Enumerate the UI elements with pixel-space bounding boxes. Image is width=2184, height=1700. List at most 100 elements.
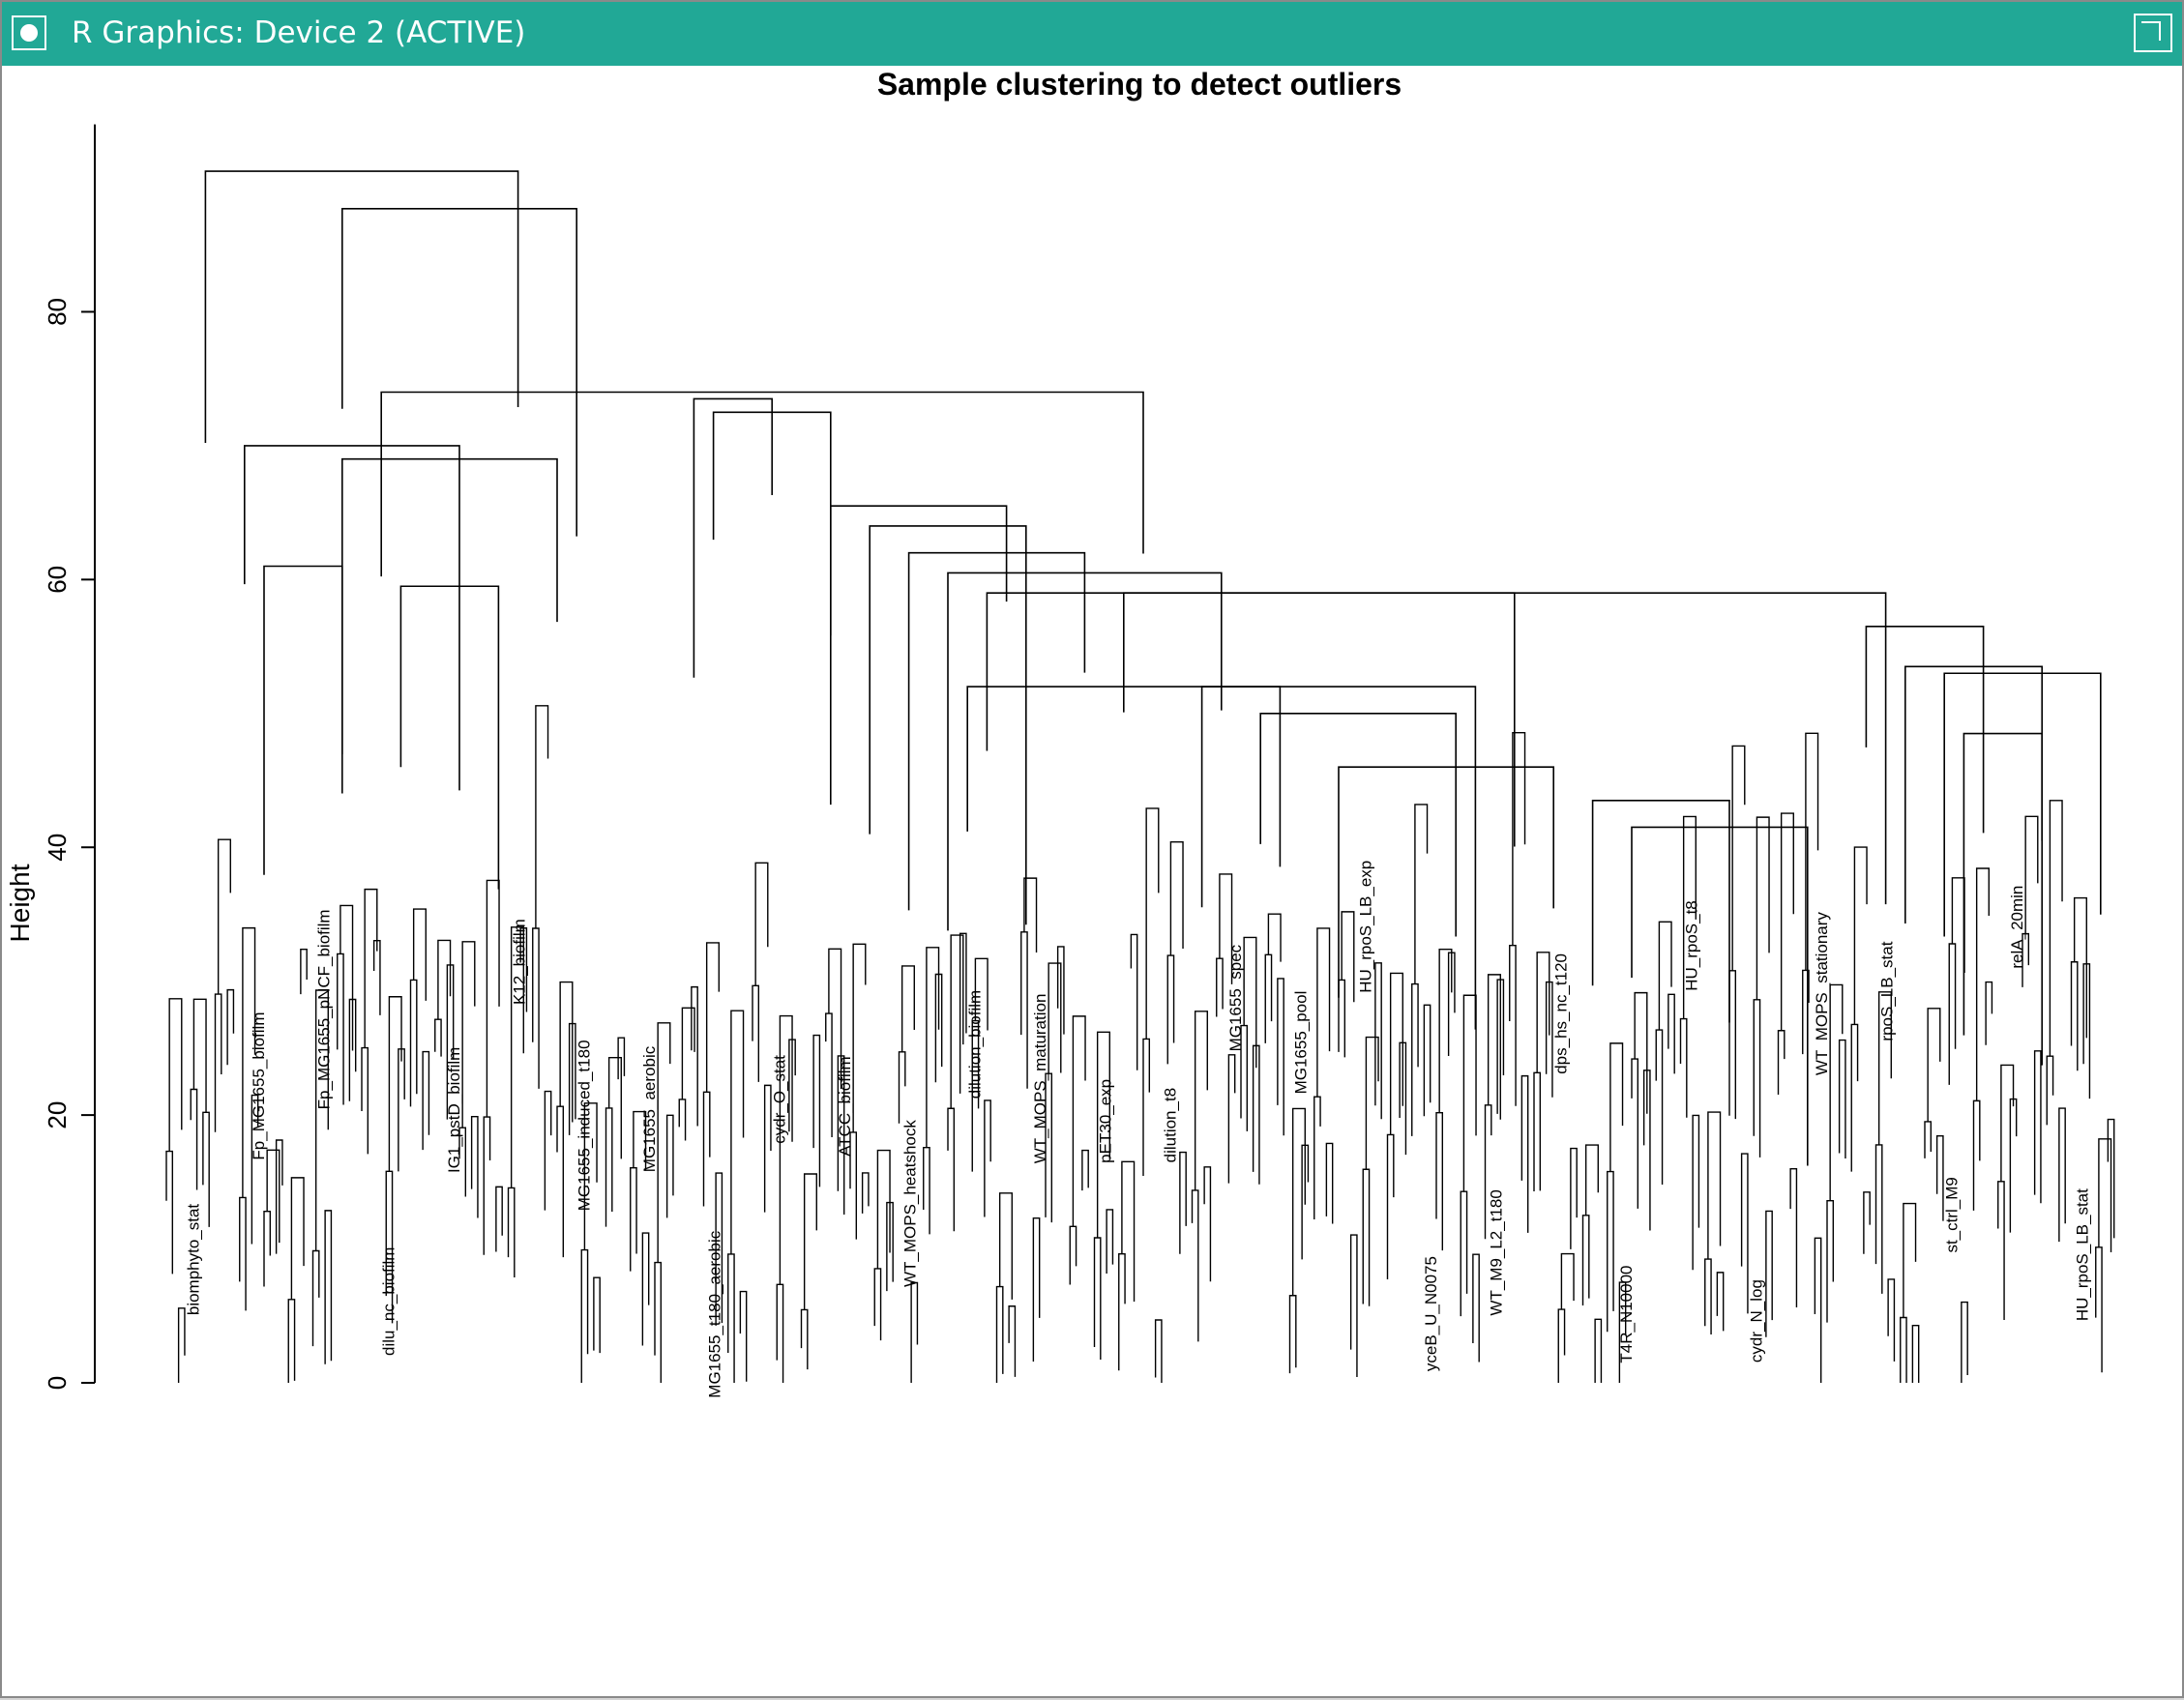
dendrogram-leaf-pair: [1472, 1253, 1480, 1363]
dendrogram-subcluster: [1414, 804, 1429, 984]
leaf-label: MG1655_aerobic: [640, 1045, 659, 1172]
dendrogram-leaf-pair: [1900, 1316, 1907, 1383]
leaf-label: MG1655_t180_aerobic: [705, 1230, 723, 1397]
dendrogram-leaf-pair: [1301, 1144, 1310, 1260]
dendrogram-leaf-pair: [1227, 1054, 1236, 1184]
plot-area: Sample clustering to detect outliers Hei…: [2, 66, 2182, 1696]
dendrogram-leaf-pair: [1203, 1166, 1212, 1282]
dendrogram-leaf-pair: [1460, 1190, 1468, 1317]
dendrogram-leaf-pair: [923, 1147, 930, 1235]
dendrogram-subcluster: [242, 926, 256, 1198]
dendrogram-leaf-pair: [1277, 978, 1284, 1136]
dendrogram-chart: Sample clustering to detect outliers Hei…: [5, 67, 2115, 1398]
dendrogram-leaf-pair: [934, 973, 943, 1083]
dendrogram-leaf-pair: [1093, 1237, 1102, 1361]
dendrogram-merge: [1631, 826, 1809, 1166]
dendrogram-leaf-pair: [1533, 1071, 1542, 1192]
dendrogram-leaf-pair: [1106, 1209, 1114, 1274]
dendrogram-subcluster: [1658, 921, 1672, 1031]
dendrogram-leaf-pair: [678, 1099, 687, 1141]
dendrogram-merge: [1200, 686, 1282, 908]
dendrogram-subcluster: [388, 996, 402, 1172]
dendrogram-leaf-pair: [1581, 1215, 1590, 1306]
dendrogram-subcluster: [1927, 1008, 1941, 1122]
dendrogram-leaf-pair: [1191, 1189, 1199, 1342]
dendrogram-leaf-pair: [1020, 931, 1028, 1089]
window-title: R Graphics: Device 2 (ACTIVE): [72, 15, 526, 50]
dendrogram-subcluster: [364, 888, 378, 1048]
dendrogram-leaf-pair: [1411, 982, 1419, 1136]
dendrogram-leaf-pair: [495, 1186, 503, 1252]
window-titlebar[interactable]: R Graphics: Device 2 (ACTIVE): [2, 2, 2182, 68]
dendrogram-subcluster: [1219, 873, 1233, 984]
dendrogram-leaf-pair: [1435, 1112, 1444, 1251]
dendrogram-leaf-pair: [1887, 1278, 1896, 1362]
dendrogram-leaf-pair: [1728, 970, 1737, 1120]
dendrogram-subcluster: [1853, 846, 1868, 1025]
dendrogram-leaf-pair: [214, 993, 222, 1132]
dendrogram-leaf-pair: [337, 953, 344, 1105]
dendrogram-subcluster: [1609, 1042, 1624, 1172]
leaf-label: cydr_N_log: [1748, 1279, 1766, 1363]
dendrogram-leaf-pair: [1716, 1272, 1725, 1332]
dendrogram-leaf-pair: [1338, 979, 1346, 1058]
dendrogram-merge: [907, 551, 1086, 911]
leaf-label: dilution_t8: [1162, 1088, 1180, 1163]
dendrogram-leaf-pair: [1642, 1070, 1651, 1231]
dendrogram-subcluster: [535, 705, 549, 929]
dendrogram-leaf-pair: [886, 1201, 894, 1292]
dendrogram-leaf-pair: [1838, 1039, 1846, 1158]
dendrogram-merge: [1123, 592, 1887, 905]
dendrogram-subcluster: [1243, 936, 1257, 1069]
dendrogram-leaf-pair: [1374, 962, 1382, 1120]
dendrogram-leaf-pair: [1826, 1200, 1835, 1323]
dendrogram-leaf-pair: [1594, 1318, 1603, 1383]
dendrogram-merge: [1338, 766, 1554, 998]
dendrogram-leaf-pair: [1252, 1044, 1260, 1185]
dendrogram-leaf-pair: [800, 1308, 809, 1370]
dendrogram-leaf-pair: [2046, 1055, 2054, 1126]
dendrogram-subcluster: [412, 908, 427, 1001]
dendrogram-merge: [341, 457, 558, 794]
chart-title: Sample clustering to detect outliers: [877, 67, 1402, 102]
leaf-label: WT_MOPS_heatshock: [900, 1120, 919, 1287]
dendrogram-leaf-pair: [1740, 1153, 1749, 1314]
window-menu-icon[interactable]: [12, 15, 46, 50]
dendrogram-leaf-pair: [1313, 1096, 1321, 1220]
dendrogram-leaf-pair: [702, 1091, 711, 1207]
dendrogram-leaf-pair: [1179, 1151, 1187, 1254]
dendrogram-leaf-pair: [434, 1018, 442, 1057]
dendrogram-leaf-pair: [605, 1107, 613, 1227]
dendrogram-subcluster: [828, 948, 842, 1090]
dendrogram-subcluster: [1756, 816, 1770, 1000]
dendrogram-leaf-pair: [1509, 945, 1517, 1106]
dendrogram-merge: [869, 525, 1027, 925]
dendrogram-tree: [165, 170, 2115, 1383]
leaf-label: WT_MOPS_maturation: [1031, 994, 1049, 1164]
dendrogram-leaf-pair: [532, 927, 540, 1089]
dendrogram-subcluster: [1316, 927, 1331, 1098]
dendrogram-leaf-pair: [1008, 1305, 1017, 1377]
leaf-label: st_ctrl_M9: [1943, 1177, 1962, 1252]
dendrogram-subcluster: [290, 1177, 305, 1300]
dendrogram-subcluster: [705, 942, 720, 1093]
dendrogram-leaf-pair: [1935, 1134, 1944, 1221]
dendrogram-subcluster: [461, 941, 476, 1128]
dendrogram-leaf-pair: [788, 1039, 796, 1132]
leaf-label: IG1_pstD_biofilm: [445, 1047, 463, 1173]
dendrogram-leaf-pair: [715, 1172, 723, 1326]
dendrogram-merge: [1259, 712, 1457, 937]
dendrogram-leaf-pair: [910, 1281, 919, 1383]
dendrogram-subcluster: [607, 1056, 622, 1159]
dendrogram-leaf-pair: [372, 939, 381, 1015]
dendrogram-subcluster: [1584, 1144, 1599, 1216]
dendrogram-subcluster: [168, 998, 183, 1152]
maximize-icon[interactable]: [2134, 14, 2172, 52]
dendrogram-leaf-pair: [971, 1019, 980, 1172]
dendrogram-leaf-pair: [873, 1268, 882, 1341]
dendrogram-leaf-pair: [984, 1099, 991, 1217]
dendrogram-leaf-pair: [580, 1248, 589, 1383]
dendrogram-leaf-pair: [1520, 1074, 1529, 1233]
dendrogram-leaf-pair: [947, 1107, 956, 1232]
